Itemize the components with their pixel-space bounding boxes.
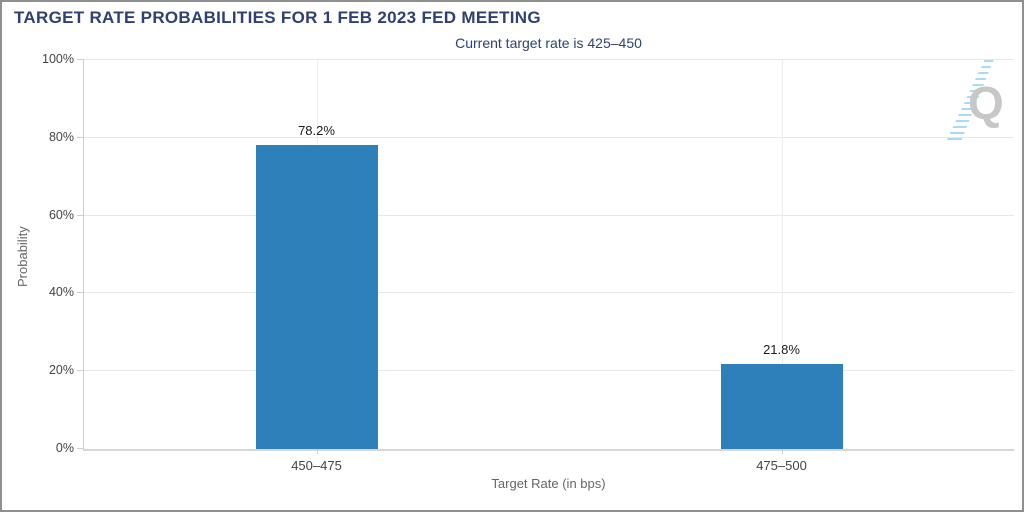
y-gridline: [84, 292, 1014, 294]
bar-value-label: 21.8%: [763, 342, 800, 358]
bar-value-label: 78.2%: [298, 122, 335, 138]
q-logo-icon: Q: [968, 77, 1004, 129]
y-tick-mark: [77, 448, 84, 449]
x-tick-label: 450–475: [291, 458, 342, 473]
y-tick-label: 20%: [48, 363, 74, 378]
y-tick-label: 80%: [48, 129, 74, 144]
bar-450–475[interactable]: [255, 144, 378, 449]
y-tick-mark: [77, 214, 84, 216]
y-tick-mark: [77, 136, 84, 138]
x-tick-label: 475–500: [756, 458, 807, 473]
y-tick-mark: [77, 59, 84, 60]
plot-area: 0% 20% 40% 60% 80% 100% 78.2% 450–475 21.8% 475–5…: [42, 52, 1014, 473]
y-gridline: [84, 136, 1014, 138]
x-tick-mark: [781, 449, 783, 454]
y-tick-mark: [77, 292, 84, 294]
y-tick-label: 60%: [48, 207, 74, 222]
category-gridline: [781, 60, 783, 449]
chart-title: TARGET RATE PROBABILITIES FOR 1 FEB 2023…: [14, 8, 541, 27]
y-tick-label: 0%: [55, 441, 74, 455]
y-tick-label: 40%: [48, 285, 74, 300]
x-tick-mark: [316, 449, 318, 454]
y-tick-label: 100%: [42, 52, 74, 66]
watermark: Q: [938, 60, 1008, 146]
bar-475–500[interactable]: [720, 364, 843, 449]
x-axis-title: Target Rate (in bps): [491, 476, 606, 491]
y-axis-title: Probability: [15, 226, 30, 288]
y-gridline: [84, 59, 1014, 60]
y-tick-mark: [77, 370, 84, 372]
chart-subtitle: Current target rate is 425–450: [455, 35, 642, 51]
y-gridline: [84, 370, 1014, 372]
y-gridline: [84, 214, 1014, 216]
